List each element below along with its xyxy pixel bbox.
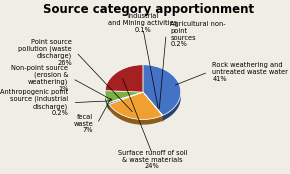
Polygon shape	[143, 65, 181, 115]
Text: Agricultural non-
point
sources
0.2%: Agricultural non- point sources 0.2%	[170, 21, 226, 48]
Text: fecal
waste
7%: fecal waste 7%	[73, 114, 93, 133]
Polygon shape	[108, 103, 109, 110]
Polygon shape	[109, 92, 162, 120]
Polygon shape	[105, 92, 108, 108]
Text: Surface runoff of soil
& waste materials
24%: Surface runoff of soil & waste materials…	[118, 150, 187, 169]
Polygon shape	[143, 92, 162, 116]
Text: Point source
pollution (waste
discharge)
26%: Point source pollution (waste discharge)…	[18, 38, 72, 66]
Polygon shape	[143, 92, 163, 116]
Text: Industrial
and Mining activities
0.1%: Industrial and Mining activities 0.1%	[108, 13, 177, 33]
Polygon shape	[162, 115, 163, 121]
Polygon shape	[163, 92, 181, 121]
Polygon shape	[105, 91, 143, 102]
Text: Anthropogenic point
source (industrial
discharge)
0.2%: Anthropogenic point source (industrial d…	[0, 89, 68, 116]
Title: Source category apportionment: Source category apportionment	[43, 3, 254, 16]
Polygon shape	[109, 104, 162, 125]
Polygon shape	[105, 65, 143, 92]
Text: Rock weathering and
untreated waste water
41%: Rock weathering and untreated waste wate…	[212, 62, 288, 82]
Polygon shape	[108, 92, 143, 104]
Text: Non-point source
(erosion &
weathering)
1%: Non-point source (erosion & weathering) …	[11, 65, 68, 92]
Polygon shape	[108, 92, 143, 103]
